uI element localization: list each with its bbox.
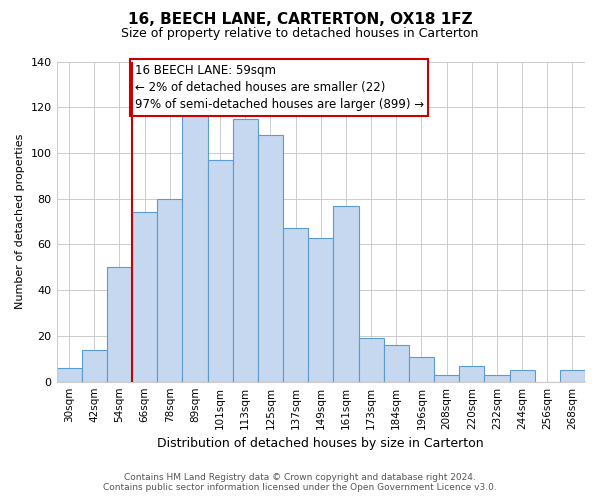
Bar: [434, 375, 459, 382]
Bar: [509, 370, 535, 382]
Text: Size of property relative to detached houses in Carterton: Size of property relative to detached ho…: [121, 28, 479, 40]
Bar: [308, 238, 334, 382]
Bar: [182, 112, 208, 382]
Bar: [334, 206, 359, 382]
Bar: [560, 370, 585, 382]
Bar: [208, 160, 233, 382]
Y-axis label: Number of detached properties: Number of detached properties: [15, 134, 25, 310]
Bar: [107, 268, 132, 382]
Bar: [258, 134, 283, 382]
Bar: [283, 228, 308, 382]
Bar: [359, 338, 383, 382]
Bar: [82, 350, 107, 382]
Bar: [484, 375, 509, 382]
Bar: [132, 212, 157, 382]
Bar: [56, 368, 82, 382]
Bar: [383, 345, 409, 382]
Text: Contains HM Land Registry data © Crown copyright and database right 2024.
Contai: Contains HM Land Registry data © Crown c…: [103, 473, 497, 492]
Bar: [459, 366, 484, 382]
Text: 16 BEECH LANE: 59sqm
← 2% of detached houses are smaller (22)
97% of semi-detach: 16 BEECH LANE: 59sqm ← 2% of detached ho…: [134, 64, 424, 111]
Bar: [233, 118, 258, 382]
Bar: [409, 356, 434, 382]
X-axis label: Distribution of detached houses by size in Carterton: Distribution of detached houses by size …: [157, 437, 484, 450]
Bar: [157, 198, 182, 382]
Text: 16, BEECH LANE, CARTERTON, OX18 1FZ: 16, BEECH LANE, CARTERTON, OX18 1FZ: [128, 12, 472, 28]
